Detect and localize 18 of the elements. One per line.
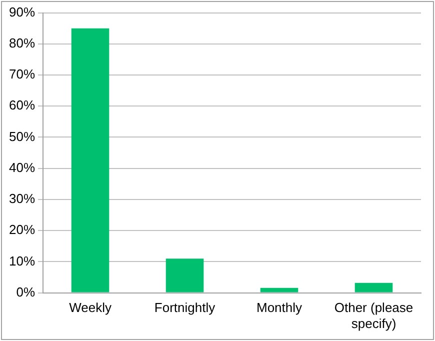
y-tick-label: 0%: [16, 284, 36, 300]
y-tick-label: 30%: [8, 191, 36, 206]
x-tick-label: Fortnightly: [154, 300, 216, 316]
x-tick-label: Monthly: [256, 300, 303, 316]
x-tick-label: Other (please specify): [334, 300, 414, 331]
bar: [166, 258, 204, 292]
y-tick-label: 50%: [8, 128, 36, 144]
y-tick-label: 10%: [8, 253, 36, 268]
y-tick-label: 20%: [8, 222, 36, 238]
bar: [354, 282, 393, 292]
x-tick-label: Weekly: [69, 300, 112, 316]
y-tick-label: 40%: [8, 160, 36, 175]
y-tick-label: 70%: [8, 66, 36, 82]
y-tick-label: 90%: [8, 4, 36, 20]
bar: [260, 288, 298, 292]
bar: [71, 28, 110, 292]
y-tick-label: 60%: [8, 98, 36, 113]
y-tick-label: 80%: [8, 35, 36, 50]
